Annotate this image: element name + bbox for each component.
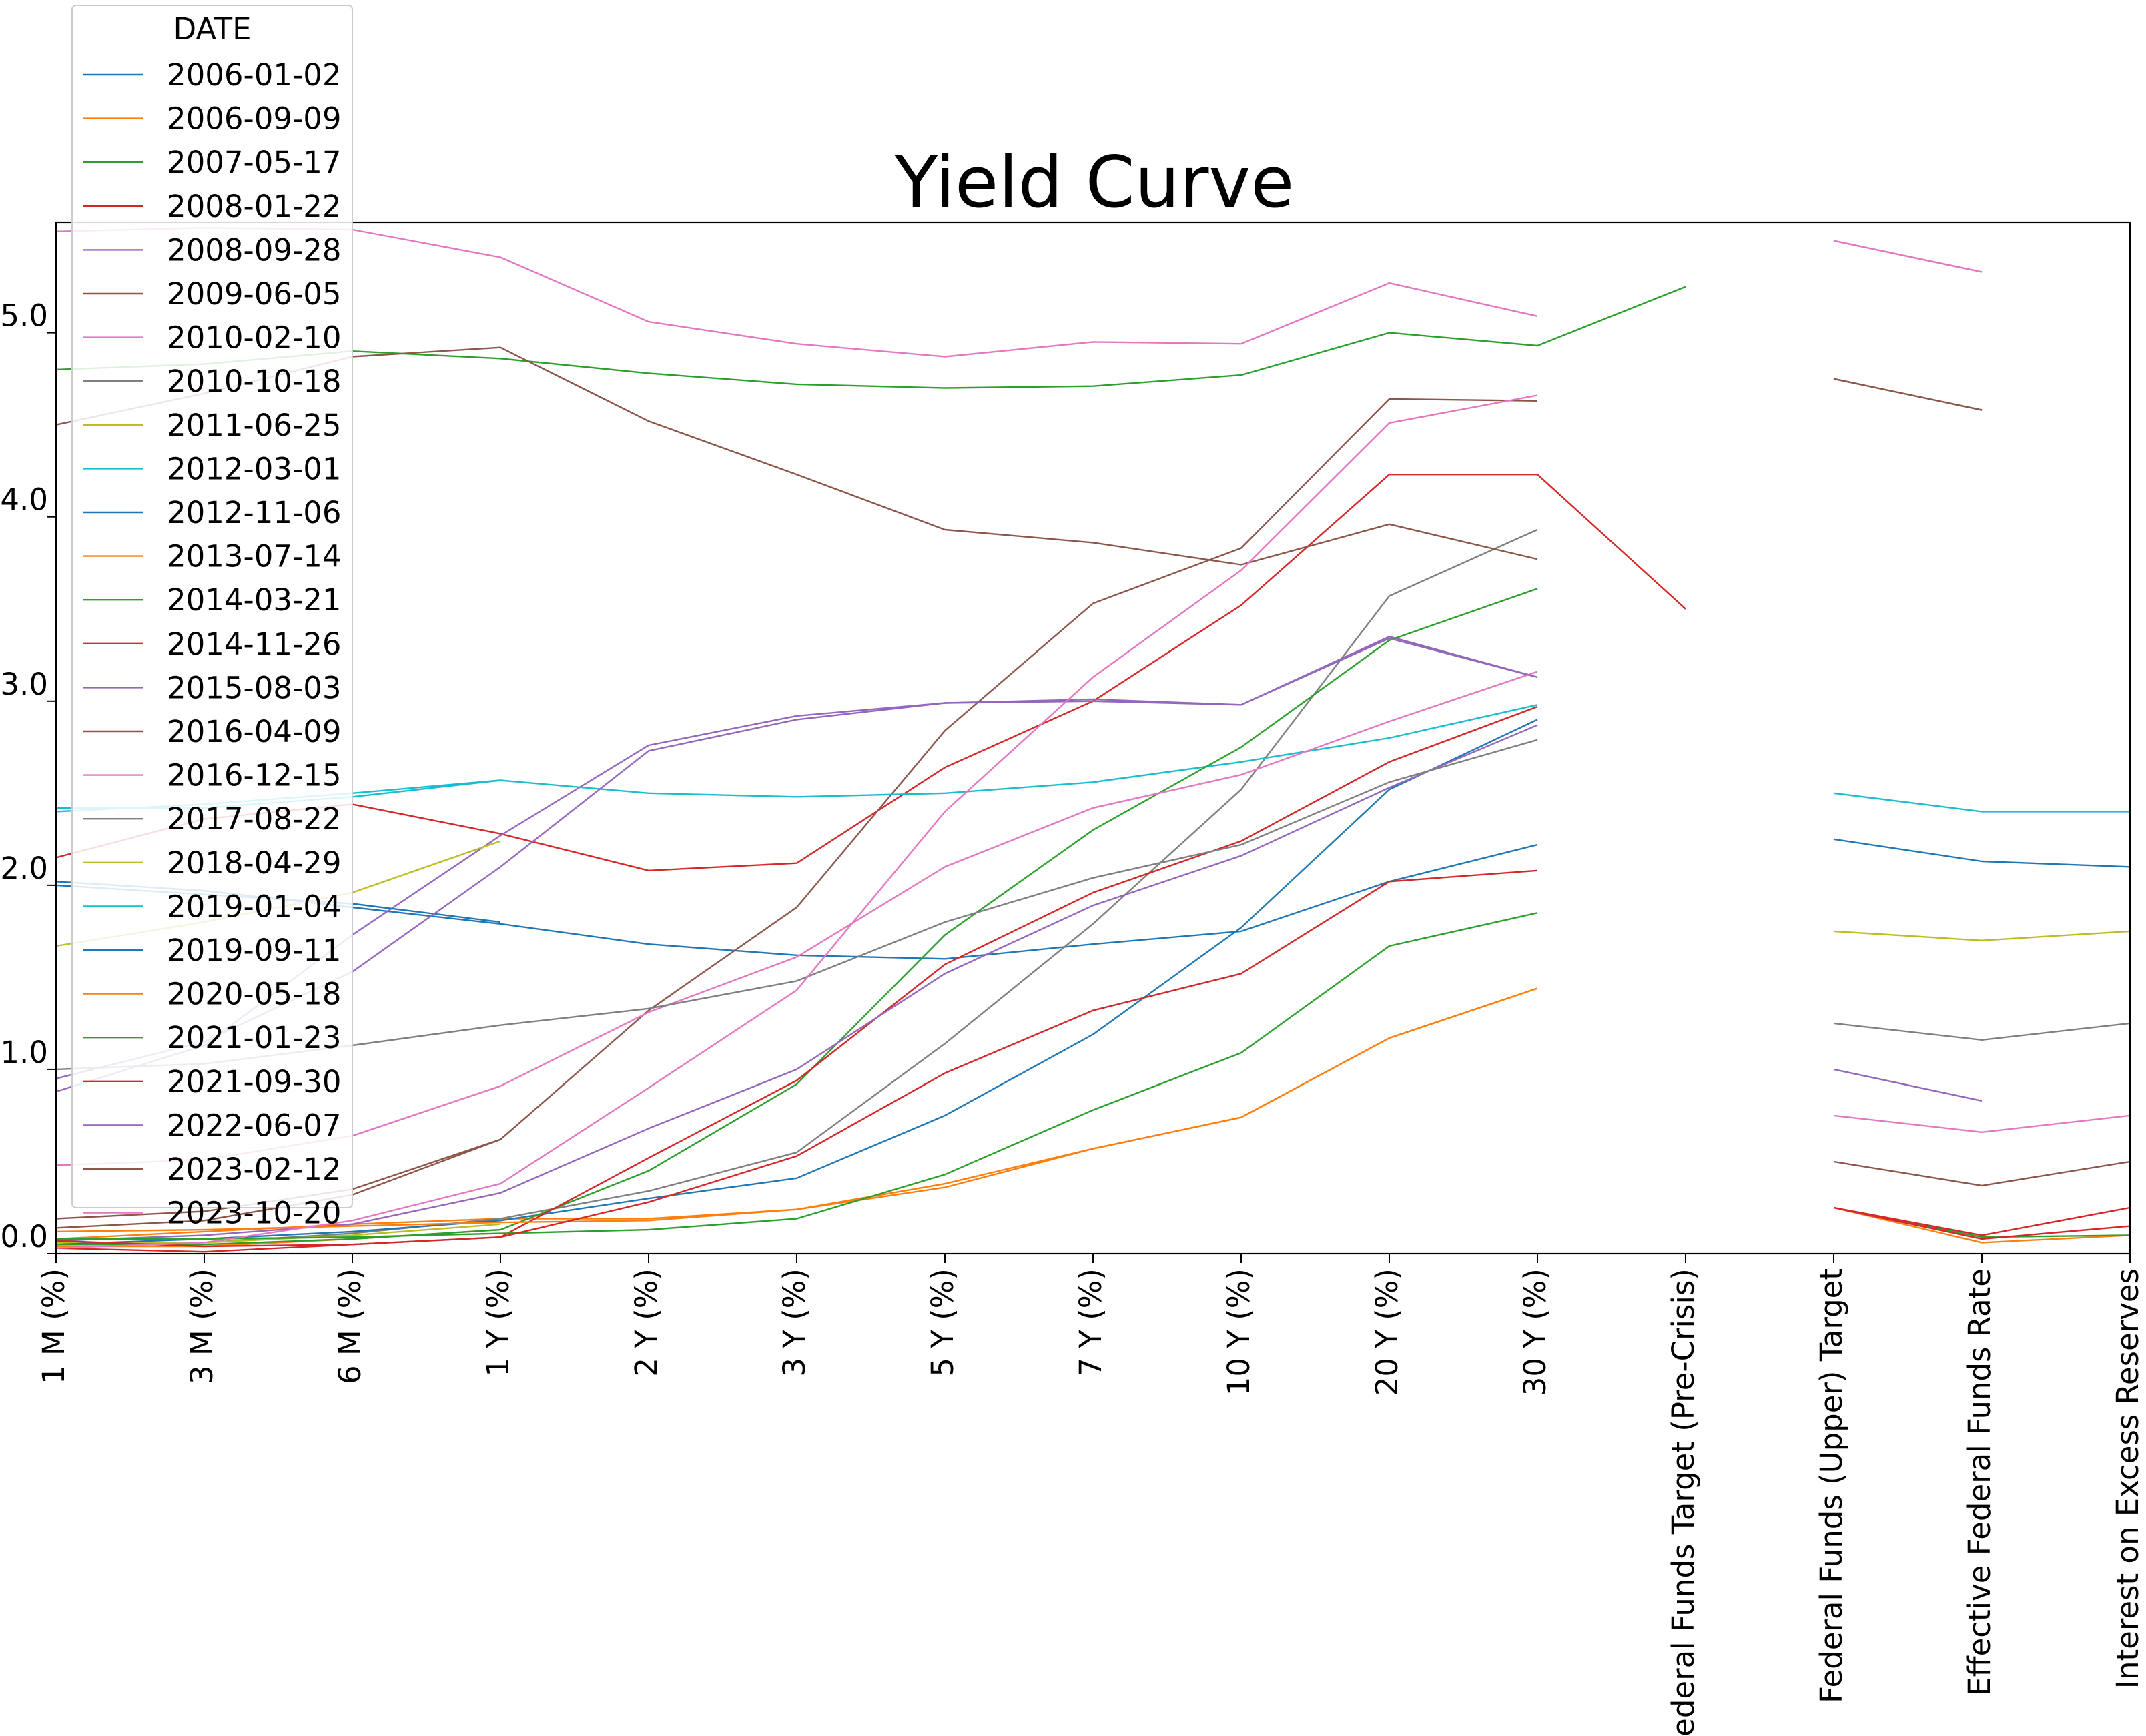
series-line-2021-09-30 <box>55 869 2131 1248</box>
x-tick-label: 2 Y (%) <box>629 1268 664 1377</box>
series-line-2021-01-23 <box>56 912 1538 1240</box>
legend-label: 2012-11-06 <box>167 495 342 530</box>
x-tick-label: Interest on Excess Reserves <box>2110 1268 2145 1689</box>
y-tick-label: 0.0 <box>0 1219 48 1254</box>
x-tick-label: 7 Y (%) <box>1073 1268 1108 1377</box>
legend-label: 2023-02-12 <box>167 1152 342 1187</box>
y-tick-label: 3.0 <box>0 667 48 702</box>
series-line-2012-11-06 <box>55 719 2131 1246</box>
series-line-2014-03-21 <box>56 588 2131 1246</box>
legend-label: 2023-10-20 <box>167 1196 342 1231</box>
x-tick-label: Federal Funds Target (Pre-Crisis) <box>1666 1268 1701 1736</box>
plot-frame <box>55 221 2131 1255</box>
legend-title: DATE <box>173 11 251 47</box>
legend-label: 2010-02-10 <box>167 320 342 356</box>
series-line-2011-06-25 <box>56 930 2131 1244</box>
legend-label: 2008-01-22 <box>167 189 342 224</box>
series-line-2013-07-14 <box>56 1206 2131 1248</box>
y-tick-label: 1.0 <box>0 1035 48 1070</box>
x-tick-label: 3 M (%) <box>184 1268 220 1384</box>
legend-label: 2021-01-23 <box>167 1020 342 1055</box>
series-line-2010-10-18 <box>55 528 1538 1246</box>
x-tick-label: 20 Y (%) <box>1369 1268 1405 1396</box>
series-line-2014-11-26 <box>55 705 2131 1253</box>
legend-label: 2012-03-01 <box>167 451 342 486</box>
legend-label: 2016-12-15 <box>167 758 342 793</box>
x-tick-label: 1 Y (%) <box>480 1268 516 1377</box>
x-tick-label: 10 Y (%) <box>1221 1268 1257 1396</box>
x-tick-label: 6 M (%) <box>332 1268 368 1384</box>
legend-label: 2017-08-22 <box>167 801 342 837</box>
legend-label: 2006-09-09 <box>167 101 342 137</box>
legend-label: 2014-11-26 <box>167 626 342 662</box>
x-tick-label: Federal Funds (Upper) Target <box>1814 1268 1849 1703</box>
legend-entries: 2006-01-02 2006-09-09 2007-05-17 2008-01-22… <box>83 57 342 1231</box>
x-tick-label: 30 Y (%) <box>1517 1268 1553 1396</box>
y-tick-label: 5.0 <box>0 298 48 334</box>
legend-label: 2021-09-30 <box>167 1064 342 1100</box>
legend-label: 2013-07-14 <box>167 539 342 574</box>
series-line-2023-10-20 <box>55 240 1983 1249</box>
x-tick-label: 3 Y (%) <box>777 1268 812 1377</box>
plot-lines <box>55 227 2131 1253</box>
legend-label: 2010-10-18 <box>167 364 342 399</box>
legend-label: 2020-05-18 <box>167 977 342 1012</box>
legend-label: 2014-03-21 <box>167 582 342 618</box>
y-axis: 0.0 1.0 2.0 3.0 4.0 5.0 <box>0 298 56 1254</box>
legend-label: 2016-04-09 <box>167 714 342 749</box>
legend-label: 2022-06-07 <box>167 1108 342 1143</box>
x-tick-label: Effective Federal Funds Rate <box>1962 1268 1997 1696</box>
legend-label: 2018-04-29 <box>167 845 342 881</box>
legend: DATE 2006-01-02 2006-09-09 2007-05-17 2008-… <box>71 5 353 1231</box>
legend-label: 2007-05-17 <box>167 145 342 180</box>
x-tick-label: 1 M (%) <box>36 1268 71 1384</box>
y-tick-label: 2.0 <box>0 851 48 886</box>
legend-label: 2006-01-02 <box>167 57 342 93</box>
legend-label: 2009-06-05 <box>167 276 342 312</box>
x-tick-label: 5 Y (%) <box>925 1268 960 1377</box>
chart-title: Yield Curve <box>894 141 1295 224</box>
y-tick-label: 4.0 <box>0 482 48 518</box>
series-line-2016-12-15 <box>55 671 2131 1166</box>
legend-label: 2019-01-04 <box>167 889 342 924</box>
legend-label: 2008-09-28 <box>167 232 342 268</box>
legend-label: 2011-06-25 <box>167 408 342 443</box>
legend-label: 2015-08-03 <box>167 670 342 705</box>
x-axis: 1 M (%) 3 M (%) 6 M (%) 1 Y (%) 2 Y (%) 3 Y (… <box>36 1254 2145 1736</box>
legend-label: 2019-09-11 <box>167 933 342 968</box>
series-line-2017-08-22 <box>55 739 2131 1071</box>
series-line-2016-04-09 <box>55 1138 2131 1220</box>
